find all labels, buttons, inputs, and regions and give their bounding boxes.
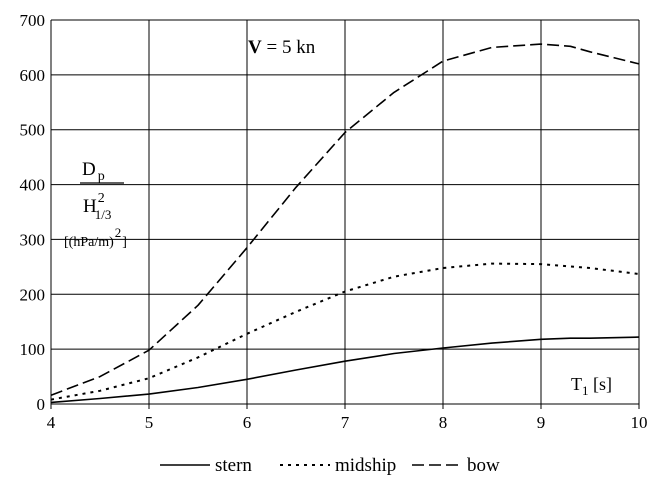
y-tick-label: 100: [20, 340, 46, 359]
series-lines: [50, 43, 640, 404]
series-line-midship: [50, 262, 640, 401]
y-tick-label: 0: [37, 395, 46, 414]
grid: [50, 19, 640, 409]
x-tick-label: 8: [439, 413, 448, 432]
y-tick-label: 600: [20, 66, 46, 85]
legend-label-midship: midship: [335, 455, 396, 476]
series-line-stern: [50, 336, 640, 404]
x-tick-label: 10: [631, 413, 648, 432]
y-label-unit: [(hPa/m)2]: [64, 225, 127, 250]
y-tick-label: 500: [20, 121, 46, 140]
y-tick-labels: 0 100 200 300 400 500 600 700: [20, 11, 46, 414]
legend: stern midship bow: [160, 455, 500, 476]
x-tick-labels: 4 5 6 7 8 9 10: [47, 413, 648, 432]
y-tick-label: 300: [20, 230, 46, 249]
y-tick-label: 200: [20, 285, 46, 304]
y-tick-label: 700: [20, 11, 46, 30]
x-tick-label: 5: [145, 413, 154, 432]
x-tick-label: 6: [243, 413, 252, 432]
y-label-denominator: H2 1/3: [83, 191, 111, 222]
x-tick-label: 7: [341, 413, 350, 432]
y-tick-label: 400: [20, 176, 46, 195]
legend-label-stern: stern: [215, 455, 252, 476]
x-tick-label: 9: [537, 413, 546, 432]
x-tick-label: 4: [47, 413, 56, 432]
series-line-bow: [50, 43, 640, 396]
legend-label-bow: bow: [467, 455, 500, 476]
speed-annotation: V = 5 kn: [248, 37, 316, 58]
x-axis-label: T1 [s]: [571, 374, 612, 398]
